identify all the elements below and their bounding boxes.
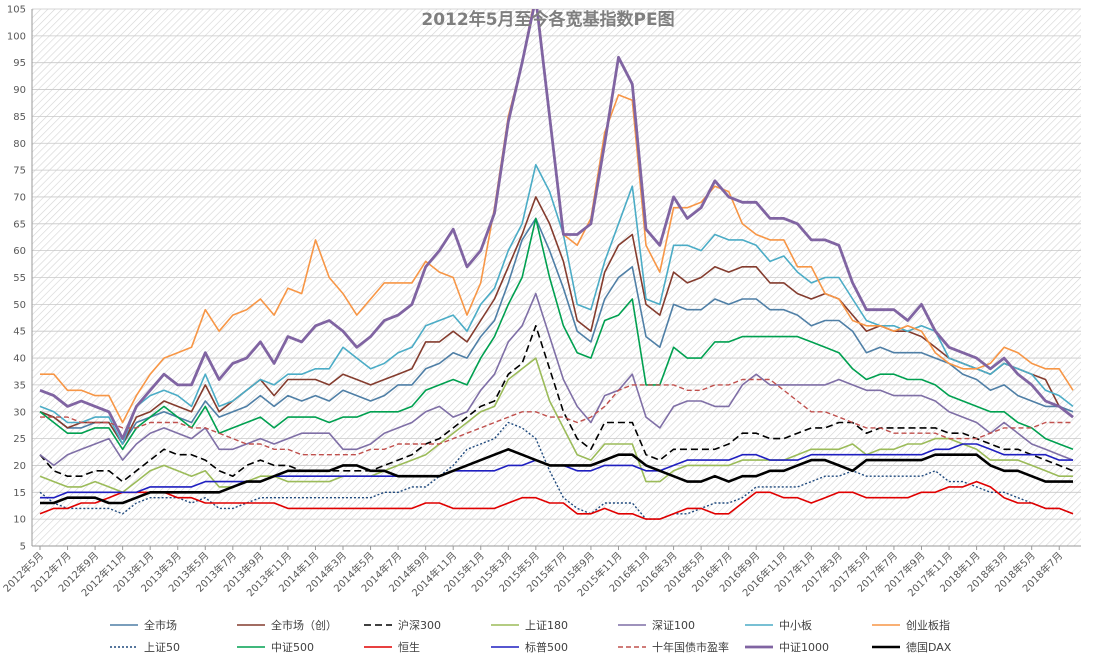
y-tick-label: 55 <box>13 273 26 284</box>
legend-label-2: 沪深300 <box>398 618 441 632</box>
legend-label-13: 德国DAX <box>906 640 952 654</box>
y-tick-label: 25 <box>13 434 26 445</box>
legend-label-12: 中证1000 <box>779 641 829 654</box>
legend-label-0: 全市场 <box>144 618 177 632</box>
y-tick-label: 15 <box>13 488 26 499</box>
y-tick-label: 75 <box>13 166 26 177</box>
legend-label-7: 上证50 <box>144 641 180 654</box>
legend-label-11: 十年国债市盈率 <box>652 640 729 654</box>
y-tick-label: 5 <box>20 542 26 553</box>
y-tick-label: 35 <box>13 380 26 391</box>
y-tick-label: 50 <box>13 300 26 311</box>
legend-label-3: 上证180 <box>525 619 568 632</box>
legend-label-10: 标普500 <box>525 640 568 654</box>
y-tick-label: 70 <box>13 192 26 203</box>
y-tick-label: 95 <box>13 58 26 69</box>
y-tick-label: 100 <box>7 31 26 42</box>
chart-title: 2012年5月至今各宽基指数PE图 <box>421 9 674 30</box>
legend-label-5: 中小板 <box>779 618 812 632</box>
y-tick-label: 20 <box>13 461 26 472</box>
y-tick-label: 80 <box>13 139 26 150</box>
y-tick-label: 105 <box>7 5 26 16</box>
y-tick-label: 10 <box>13 515 26 526</box>
legend-label-1: 全市场（创） <box>271 618 337 632</box>
y-tick-label: 30 <box>13 407 26 418</box>
legend-label-4: 深证100 <box>652 619 695 632</box>
y-tick-label: 40 <box>13 354 26 365</box>
legend-label-9: 恒生 <box>398 640 420 654</box>
y-tick-label: 60 <box>13 246 26 257</box>
legend-label-6: 创业板指 <box>906 618 950 632</box>
y-tick-label: 65 <box>13 219 26 230</box>
legend-label-8: 中证500 <box>271 641 314 654</box>
y-tick-label: 85 <box>13 112 26 123</box>
y-tick-label: 90 <box>13 85 26 96</box>
y-tick-label: 45 <box>13 327 26 338</box>
